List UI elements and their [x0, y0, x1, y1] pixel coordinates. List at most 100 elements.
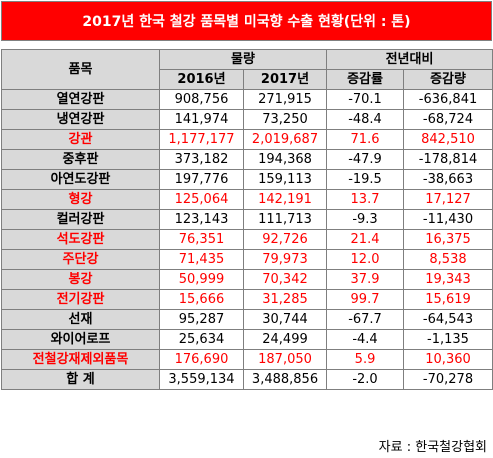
source-note: 자료 : 한국철강협회 [378, 440, 487, 455]
row-item-name: 선재 [1, 309, 160, 330]
row-cell-v2016: 197,776 [159, 169, 244, 190]
row-cell-v2017: 24,499 [242, 329, 328, 350]
row-cell-v2016: 71,435 [159, 249, 244, 270]
row-item-name: 냉연강판 [1, 109, 160, 130]
table-row: 중후판 373,182 194,368 -47.9 -178,814 [1, 149, 493, 170]
row-cell-v2016: 123,143 [159, 209, 244, 230]
total-label: 합 계 [1, 369, 160, 390]
row-cell-v2016: 1,177,177 [159, 129, 244, 150]
row-cell-amount: -178,814 [403, 149, 493, 170]
row-item-name: 주단강 [1, 249, 160, 270]
row-cell-rate: -67.7 [326, 309, 405, 330]
row-item-name: 전철강재제외품목 [1, 349, 160, 370]
row-cell-rate: -4.4 [326, 329, 405, 350]
row-item-name: 석도강판 [1, 229, 160, 250]
row-cell-v2016: 50,999 [159, 269, 244, 290]
total-cell-rate: -2.0 [326, 369, 405, 390]
row-cell-rate: 5.9 [326, 349, 405, 370]
row-item-name: 아연도강판 [1, 169, 160, 190]
row-cell-v2016: 95,287 [159, 309, 244, 330]
total-cell-v2017: 3,488,856 [242, 369, 328, 390]
total-cell-amount: -70,278 [403, 369, 493, 390]
row-cell-rate: 12.0 [326, 249, 405, 270]
row-cell-amount: 8,538 [403, 249, 493, 270]
header-2017: 2017년 [242, 69, 328, 90]
row-cell-v2017: 30,744 [242, 309, 328, 330]
row-cell-amount: 842,510 [403, 129, 493, 150]
header-yoy: 전년대비 [326, 49, 493, 70]
row-cell-v2017: 31,285 [242, 289, 328, 310]
table-row: 봉강 50,999 70,342 37.9 19,343 [1, 269, 493, 290]
header-row-1: 품목 물량 전년대비 [1, 49, 493, 90]
row-cell-rate: 21.4 [326, 229, 405, 250]
row-item-name: 컬러강판 [1, 209, 160, 230]
row-item-name: 와이어로프 [1, 329, 160, 350]
table-row: 전철강재제외품목 176,690 187,050 5.9 10,360 [1, 349, 493, 370]
row-cell-rate: 13.7 [326, 189, 405, 210]
table-row: 냉연강판 141,974 73,250 -48.4 -68,724 [1, 109, 493, 130]
row-cell-amount: -68,724 [403, 109, 493, 130]
table-row: 컬러강판 123,143 111,713 -9.3 -11,430 [1, 209, 493, 230]
row-cell-amount: 10,360 [403, 349, 493, 370]
row-cell-v2017: 70,342 [242, 269, 328, 290]
row-cell-rate: 99.7 [326, 289, 405, 310]
row-cell-amount: -1,135 [403, 329, 493, 350]
table-row: 전기강판 15,666 31,285 99.7 15,619 [1, 289, 493, 310]
row-cell-amount: -38,663 [403, 169, 493, 190]
row-cell-v2017: 159,113 [242, 169, 328, 190]
total-row: 합 계 3,559,134 3,488,856 -2.0 -70,278 [1, 369, 493, 390]
row-cell-v2017: 194,368 [242, 149, 328, 170]
row-cell-v2017: 73,250 [242, 109, 328, 130]
row-cell-rate: 37.9 [326, 269, 405, 290]
export-table: 품목 물량 전년대비 2016년 2017년 증감률 증감량 열연강판 908,7… [1, 49, 493, 390]
row-cell-v2017: 2,019,687 [242, 129, 328, 150]
table-row: 아연도강판 197,776 159,113 -19.5 -38,663 [1, 169, 493, 190]
total-cell-v2016: 3,559,134 [159, 369, 244, 390]
row-cell-amount: 17,127 [403, 189, 493, 210]
row-cell-rate: -19.5 [326, 169, 405, 190]
row-cell-v2017: 111,713 [242, 209, 328, 230]
table-row: 열연강판 908,756 271,915 -70.1 -636,841 [1, 89, 493, 110]
row-cell-amount: -64,543 [403, 309, 493, 330]
table-row: 선재 95,287 30,744 -67.7 -64,543 [1, 309, 493, 330]
row-item-name: 전기강판 [1, 289, 160, 310]
row-cell-amount: -11,430 [403, 209, 493, 230]
row-cell-v2017: 187,050 [242, 349, 328, 370]
table-row: 와이어로프 25,634 24,499 -4.4 -1,135 [1, 329, 493, 350]
row-cell-v2017: 79,973 [242, 249, 328, 270]
row-cell-rate: -48.4 [326, 109, 405, 130]
header-item: 품목 [1, 49, 160, 90]
row-item-name: 형강 [1, 189, 160, 210]
header-row-2: 2016년 2017년 증감률 증감량 [2, 69, 493, 90]
row-cell-v2017: 271,915 [242, 89, 328, 110]
row-item-name: 봉강 [1, 269, 160, 290]
table-row: 강관 1,177,177 2,019,687 71.6 842,510 [1, 129, 493, 150]
row-cell-v2016: 141,974 [159, 109, 244, 130]
table-row: 형강 125,064 142,191 13.7 17,127 [1, 189, 493, 210]
header-2016: 2016년 [159, 69, 244, 90]
row-cell-rate: -70.1 [326, 89, 405, 110]
header-amount: 증감량 [403, 69, 493, 90]
row-cell-amount: 16,375 [403, 229, 493, 250]
table-body: 열연강판 908,756 271,915 -70.1 -636,841 냉연강판 141,9… [1, 89, 493, 390]
row-cell-v2016: 25,634 [159, 329, 244, 350]
row-cell-v2017: 142,191 [242, 189, 328, 210]
row-cell-v2016: 76,351 [159, 229, 244, 250]
row-cell-v2016: 125,064 [159, 189, 244, 210]
row-cell-amount: 19,343 [403, 269, 493, 290]
header-rate: 증감률 [326, 69, 405, 90]
row-cell-v2016: 176,690 [159, 349, 244, 370]
row-item-name: 중후판 [1, 149, 160, 170]
table-title: 2017년 한국 철강 품목별 미국향 수출 현황(단위 : 톤) [1, 1, 492, 41]
row-cell-amount: -636,841 [403, 89, 493, 110]
row-cell-v2016: 15,666 [159, 289, 244, 310]
table-row: 주단강 71,435 79,973 12.0 8,538 [1, 249, 493, 270]
row-cell-v2017: 92,726 [242, 229, 328, 250]
row-item-name: 열연강판 [1, 89, 160, 110]
row-cell-rate: 71.6 [326, 129, 405, 150]
row-cell-amount: 15,619 [403, 289, 493, 310]
row-cell-v2016: 373,182 [159, 149, 244, 170]
header-volume: 물량 [158, 49, 328, 70]
table-row: 석도강판 76,351 92,726 21.4 16,375 [1, 229, 493, 250]
